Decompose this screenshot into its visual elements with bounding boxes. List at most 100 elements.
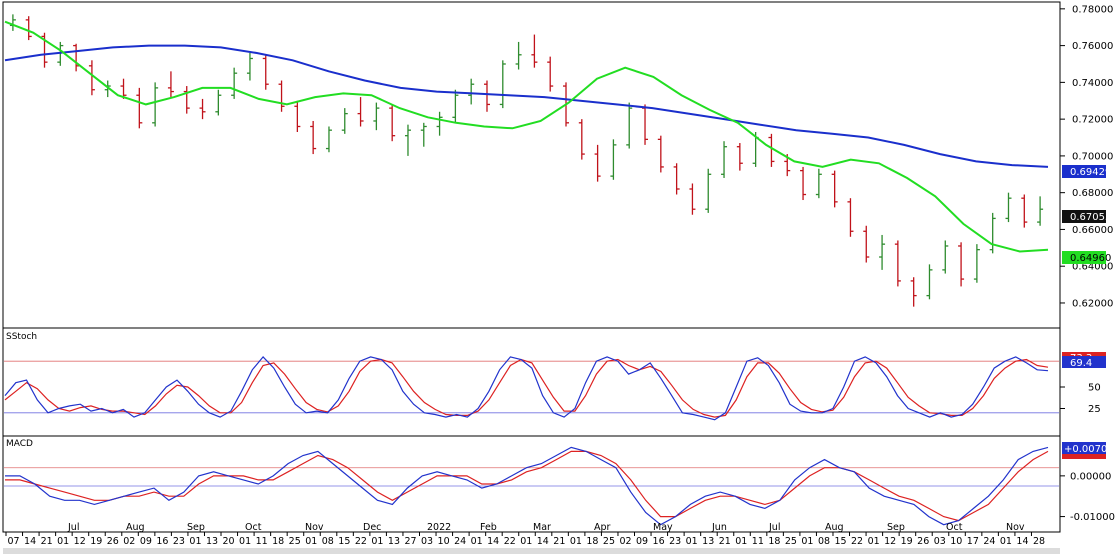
time-x-axis: Jul Aug Sep Oct Nov Dec 2022 Feb Mar Apr May Jun Jul… — [3, 522, 1060, 554]
day-label: 20 — [223, 536, 235, 547]
signal-badge — [1062, 454, 1106, 459]
day-label: 13 — [206, 536, 218, 547]
day-label: 26 — [107, 536, 119, 547]
day-label: 01 — [371, 536, 383, 547]
day-label: 02 — [619, 536, 631, 547]
day-label: 27 — [404, 536, 416, 547]
macd-y-axis: 0.00000 -0.01000 — [1060, 471, 1115, 523]
price-y-axis: 0.78000 0.76000 0.74000 0.72000 0.70000 0.680… — [1060, 4, 1113, 309]
day-label: 01 — [686, 536, 698, 547]
day-label: 28 — [1033, 536, 1045, 547]
day-label: 25 — [289, 536, 301, 547]
stoch-panel-frame — [2, 327, 1061, 437]
day-label: 13 — [702, 536, 714, 547]
price-tick-label: 0.74000 — [1072, 78, 1113, 89]
day-label: 01 — [239, 536, 251, 547]
day-label: 23 — [669, 536, 681, 547]
day-label: 19 — [90, 536, 102, 547]
day-label: 22 — [355, 536, 367, 547]
price-tick-label: 0.70000 — [1072, 151, 1113, 162]
month-label: Nov — [1006, 522, 1025, 533]
macd-panel: MACD 0.00000 -0.01000 +0.00701 — [4, 439, 1115, 526]
day-label: 14 — [1016, 536, 1028, 547]
day-label: 11 — [256, 536, 268, 547]
ma-slow-line — [4, 44, 1049, 168]
day-label: 01 — [1000, 536, 1012, 547]
month-label: Jul — [67, 522, 79, 533]
day-label: 21 — [41, 536, 53, 547]
day-label: 18 — [768, 536, 780, 547]
macd-signal-line — [5, 450, 1049, 522]
month-label: Mar — [533, 522, 551, 533]
day-label: 21 — [553, 536, 565, 547]
day-label: 12 — [884, 536, 896, 547]
price-tick-label: 0.72000 — [1072, 115, 1113, 126]
day-label: 15 — [834, 536, 846, 547]
day-label: 07 — [8, 536, 20, 547]
day-label: 01 — [868, 536, 880, 547]
month-label: Sep — [187, 522, 205, 533]
month-label: Nov — [305, 522, 324, 533]
day-label: 10 — [438, 536, 450, 547]
ma-slow-badge: 0.69429 — [1062, 165, 1111, 178]
ma-fast-line — [4, 20, 1049, 253]
day-label: 10 — [950, 536, 962, 547]
price-panel: 0.78000 0.76000 0.74000 0.72000 0.70000 0.680… — [4, 4, 1113, 309]
day-label: 01 — [57, 536, 69, 547]
timeline-strip — [3, 548, 1060, 554]
day-label: 22 — [504, 536, 516, 547]
day-label: 08 — [818, 536, 830, 547]
day-label: 25 — [785, 536, 797, 547]
stoch-tick-label: 50 — [1088, 383, 1101, 394]
price-tick-label: 0.78000 — [1072, 4, 1113, 15]
day-label: 01 — [189, 536, 201, 547]
stoch-k-value: 69.4 — [1070, 358, 1092, 369]
day-label: 01 — [570, 536, 582, 547]
day-label: 01 — [520, 536, 532, 547]
stoch-y-axis: 25 50 — [1060, 383, 1101, 415]
day-label: 23 — [173, 536, 185, 547]
day-label: 16 — [156, 536, 168, 547]
day-label: 01 — [305, 536, 317, 547]
day-label: 01 — [471, 536, 483, 547]
price-candles — [9, 14, 1044, 307]
day-label: 22 — [851, 536, 863, 547]
month-label: Feb — [480, 522, 497, 533]
price-tick-label: 0.66000 — [1072, 225, 1113, 236]
month-label: Sep — [887, 522, 905, 533]
stoch-tick-label: 25 — [1088, 404, 1101, 415]
day-label: 13 — [388, 536, 400, 547]
day-label: 18 — [586, 536, 598, 547]
macd-reference-lines — [4, 467, 1059, 487]
day-label: 11 — [752, 536, 764, 547]
day-label: 26 — [917, 536, 929, 547]
day-label: 24 — [983, 536, 995, 547]
day-label: 24 — [454, 536, 466, 547]
month-label: Aug — [825, 522, 844, 533]
last-price-value: 0.67055 — [1070, 212, 1111, 223]
day-label: 16 — [653, 536, 665, 547]
price-tick-label: 0.64000 — [1072, 262, 1113, 273]
day-label: 08 — [322, 536, 334, 547]
day-label: 14 — [487, 536, 499, 547]
macd-badge: +0.00701 — [1062, 442, 1114, 455]
ma-slow-value: 0.69429 — [1070, 167, 1111, 178]
price-panel-frame — [2, 1, 1061, 329]
day-label: 14 — [24, 536, 36, 547]
price-tick-label: 0.62000 — [1072, 298, 1113, 309]
day-label: 12 — [74, 536, 86, 547]
month-label: Jun — [711, 522, 727, 533]
ma-fast-value: 0.64960 — [1070, 253, 1111, 264]
day-label: 21 — [719, 536, 731, 547]
day-label: 17 — [967, 536, 979, 547]
month-label: Oct — [946, 522, 963, 533]
day-label: 09 — [140, 536, 152, 547]
price-tick-label: 0.76000 — [1072, 41, 1113, 52]
macd-tick-label: 0.00000 — [1070, 471, 1111, 482]
month-label: Oct — [245, 522, 262, 533]
month-label: Jul — [768, 522, 780, 533]
day-label: 03 — [421, 536, 433, 547]
macd-title: MACD — [6, 439, 33, 449]
day-label: 03 — [934, 536, 946, 547]
